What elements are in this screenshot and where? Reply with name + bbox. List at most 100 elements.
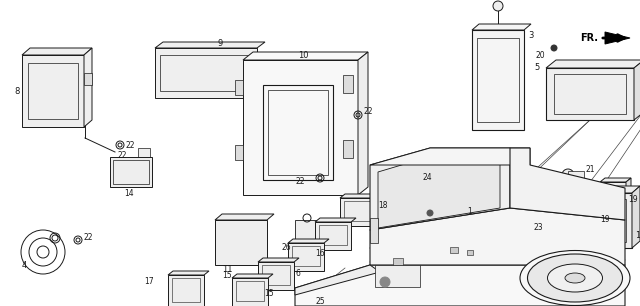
Bar (550, 193, 632, 248)
Circle shape (518, 222, 530, 234)
Text: 22: 22 (295, 177, 305, 186)
Text: 3: 3 (528, 31, 533, 39)
Bar (572, 195, 598, 245)
Bar (160, 55, 252, 91)
Bar (370, 218, 378, 243)
Circle shape (427, 210, 433, 216)
Text: 23: 23 (533, 223, 543, 233)
Polygon shape (295, 265, 380, 295)
Polygon shape (358, 52, 368, 195)
Text: 6: 6 (295, 270, 300, 278)
Text: 21: 21 (586, 166, 595, 174)
Bar (340, 198, 376, 226)
Ellipse shape (547, 264, 602, 292)
Polygon shape (215, 214, 274, 220)
Text: 19: 19 (628, 196, 637, 204)
Bar (558, 248, 570, 255)
Bar (215, 220, 267, 265)
Bar (257, 78, 267, 90)
Bar (450, 247, 458, 253)
Bar (343, 75, 353, 93)
Polygon shape (600, 178, 631, 182)
Text: 22: 22 (363, 107, 372, 117)
Polygon shape (315, 218, 356, 222)
Bar (343, 140, 353, 158)
Bar (243, 60, 358, 195)
Text: 18: 18 (378, 200, 387, 210)
Bar (236, 281, 264, 301)
Bar (257, 58, 267, 70)
Bar (263, 85, 333, 180)
Bar (467, 250, 473, 255)
Polygon shape (168, 271, 209, 275)
Ellipse shape (520, 251, 630, 305)
Polygon shape (370, 148, 530, 165)
Bar (235, 80, 243, 95)
Circle shape (449, 174, 461, 186)
Bar (375, 265, 420, 287)
Text: 8: 8 (14, 88, 19, 96)
Text: 11: 11 (222, 266, 232, 274)
Text: 20: 20 (536, 50, 545, 59)
Text: 4: 4 (22, 260, 28, 270)
Text: 22: 22 (126, 140, 136, 150)
Bar (113, 160, 149, 184)
Bar (28, 63, 78, 119)
Bar (292, 246, 320, 266)
Bar (258, 262, 294, 290)
Bar (22, 55, 84, 127)
Text: 22: 22 (118, 151, 127, 159)
Bar (138, 148, 150, 158)
Text: 9: 9 (218, 39, 223, 48)
Bar (492, 210, 512, 218)
Ellipse shape (527, 254, 623, 302)
Polygon shape (510, 148, 625, 220)
Bar (268, 90, 328, 175)
Text: FR.: FR. (580, 33, 598, 43)
Polygon shape (472, 24, 531, 30)
Polygon shape (295, 265, 625, 306)
Text: 5: 5 (535, 62, 540, 72)
Text: 22: 22 (84, 233, 93, 242)
Bar (235, 145, 243, 160)
Bar (155, 48, 257, 98)
Polygon shape (378, 158, 500, 228)
Text: 15: 15 (222, 271, 232, 281)
Text: 14: 14 (124, 189, 134, 199)
Polygon shape (546, 60, 640, 68)
Polygon shape (84, 48, 92, 127)
Bar (600, 182, 626, 237)
Bar (262, 265, 290, 285)
Bar (554, 74, 626, 114)
Text: 15: 15 (264, 289, 274, 298)
Polygon shape (232, 274, 273, 278)
Bar (288, 243, 324, 271)
Polygon shape (155, 42, 265, 48)
Bar (393, 258, 403, 265)
Text: 17: 17 (145, 278, 154, 286)
Text: 13: 13 (635, 230, 640, 240)
Polygon shape (598, 191, 603, 245)
Text: 1: 1 (467, 207, 472, 217)
Text: 19: 19 (600, 215, 610, 225)
Text: 24: 24 (422, 174, 432, 182)
Bar (472, 30, 524, 130)
Bar (546, 68, 634, 120)
Circle shape (493, 1, 503, 11)
Bar (295, 220, 319, 242)
Bar (110, 157, 152, 187)
Polygon shape (243, 52, 368, 60)
Bar (172, 278, 200, 302)
Polygon shape (370, 208, 625, 265)
Bar (449, 183, 469, 191)
Bar (232, 278, 268, 306)
Bar (84, 73, 92, 85)
Polygon shape (288, 239, 329, 243)
Circle shape (551, 45, 557, 51)
Bar (344, 201, 372, 221)
Bar (612, 248, 624, 255)
Polygon shape (340, 194, 381, 198)
Polygon shape (605, 32, 630, 44)
Polygon shape (370, 148, 510, 230)
Polygon shape (572, 191, 603, 195)
